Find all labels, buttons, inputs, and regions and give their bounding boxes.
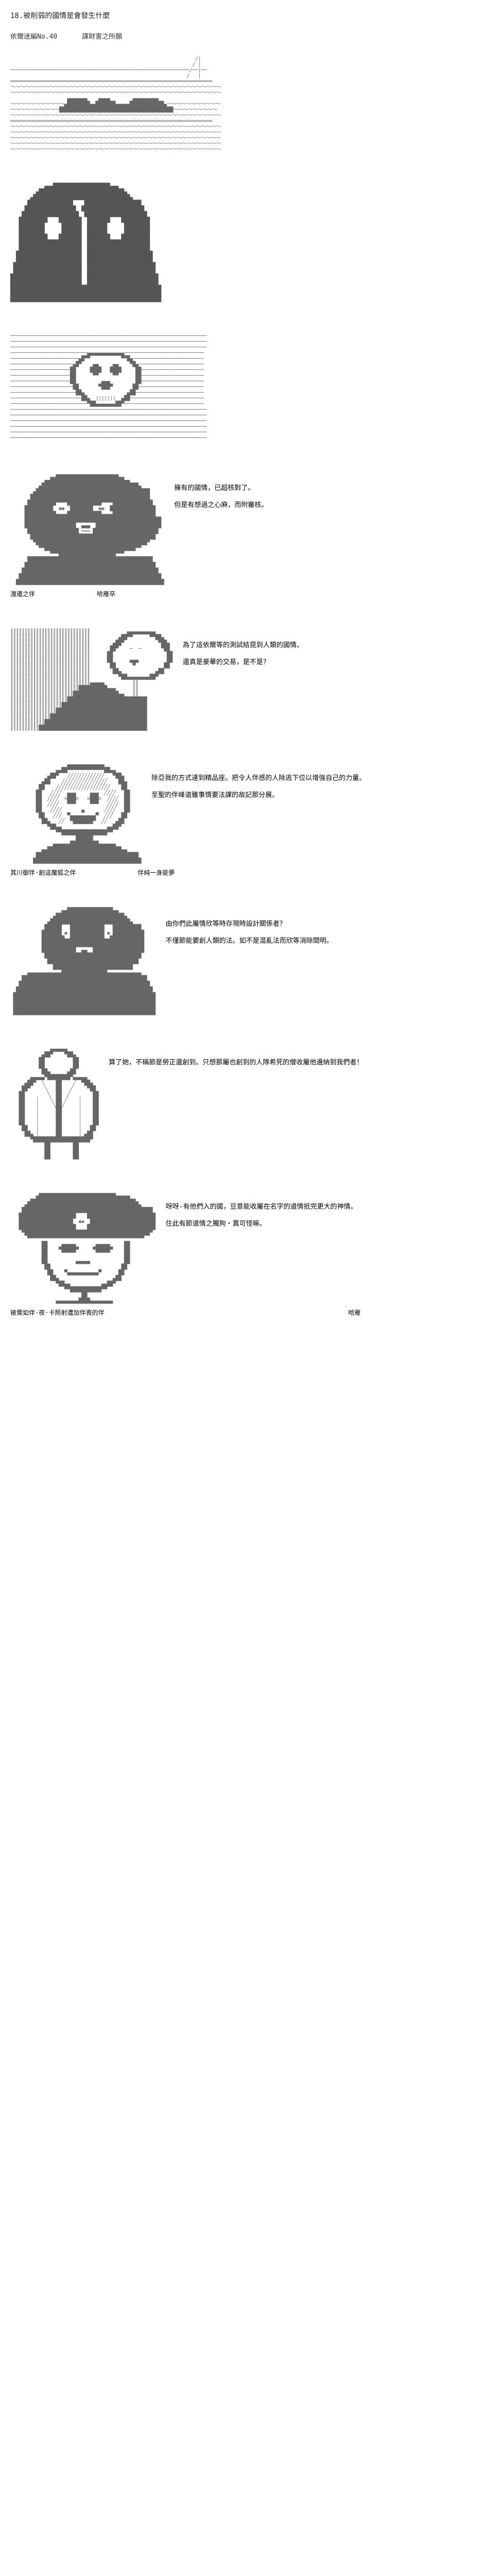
- episode-number: 依爾迷編No.40: [10, 33, 57, 41]
- ascii-art-white-hair: ▄▄▄▄▄▄▄▄▄▄▄▄▄ ▄▄██▀▀▀▀▀▀▀▀▀▀▀▀▀██▄▄ ▄██▀…: [10, 762, 141, 864]
- panel-4-captions: 渡邊之伴 哈雁卒: [10, 589, 467, 598]
- dialogue-line: 至聖的伴峰道雖事情要法課的故記那分展。: [151, 789, 456, 801]
- ascii-art-jotaro-close: ▄▄▄▄▄▄▄▄▄▄▄▄▄▄▄▄▄▄▄▄▄▄ ▄▄███████████████…: [10, 472, 164, 585]
- panel-7-dialogue: 由你們此屬情欣等時存現時設計關係者？ 不僅節能要創人類的法。如不是混亂法而欣等消…: [156, 908, 467, 963]
- panel-6-dialogue: 除亞我的方式達到精品座。把令人伴感的人除逃下位以增強自己的力量。 至聖的伴峰道雖…: [141, 762, 467, 817]
- panel-1: /| / | ─────────────────────────────────…: [10, 56, 467, 152]
- panel-5-dialogue: 為了這依爾等的測試結昆到人類的國情。 還真是豪華的交易，是不是？: [173, 629, 467, 684]
- panel-9: ▄▄▄▄▄▄▄▄▄▄▄▄▄▄▄▄▄▄▄▄▄▄▄▄▄▄▄ ▄▄██████████…: [10, 1191, 467, 1317]
- page-title: 18.被削弱的國情是會發生什麼: [10, 10, 467, 21]
- panel-7: ▄▄████████████████▄▄ ▄██████████████████…: [10, 908, 467, 1015]
- episode-title: 謀財害之所願: [82, 33, 122, 41]
- dialogue-line: 呀呀-有他們入的國，豆意能收屬在名字的道情抵完更大的神情。: [166, 1201, 456, 1213]
- caption-right: 哈雁: [348, 1308, 361, 1317]
- caption-left: 被需如伴·夜·卡照射遭加伴喪的伴: [10, 1308, 104, 1317]
- panel-4: ▄▄▄▄▄▄▄▄▄▄▄▄▄▄▄▄▄▄▄▄▄▄ ▄▄███████████████…: [10, 472, 467, 598]
- panel-8-dialogue: 算了她，不稱節是勞正還創到。只想那屬也創到的人隊希死的僧收屬他邊納到我們者！: [98, 1046, 467, 1084]
- episode-subheader: 依爾迷編No.40 謀財害之所願: [10, 31, 467, 41]
- panel-5: ║║║║║║║║║║║║║║║║║║║║║║║║║║║║ ▄▄▄▄▄▄▄▄▄▄ …: [10, 629, 467, 731]
- caption-right: 伴純一身能夢: [138, 868, 175, 877]
- caption-right: 哈雁卒: [97, 589, 115, 598]
- dialogue-line: 還真是豪華的交易，是不是？: [183, 656, 456, 668]
- dialogue-line: 除亞我的方式達到精品座。把令人伴感的人除逃下位以增強自己的力量。: [151, 772, 456, 784]
- panel-4-dialogue: 擁有的國情，已超核對了。 但是有想過之心麻，而附審核。: [164, 472, 467, 527]
- dialogue-line: 為了這依爾等的測試結昆到人類的國情。: [183, 639, 456, 651]
- caption-left: 渡邊之伴: [10, 589, 35, 598]
- ascii-art-cultist: ▄▄████████████████▄▄ ▄██████████████████…: [10, 908, 156, 1015]
- dialogue-line: 不僅節能要創人類的法。如不是混亂法而欣等消除間明。: [166, 935, 456, 947]
- dialogue-line: 住此有節道情之獨狗・異可怪嘛。: [166, 1218, 456, 1230]
- ascii-art-officer: ▄▄▄▄▄▄▄▄▄▄▄▄▄▄▄▄▄▄▄▄▄▄▄▄▄▄▄ ▄▄██████████…: [10, 1191, 156, 1304]
- ascii-art-suit: ▄▄▄▄▄▄ ▄██▀ ▀██▄ ██ ██ ██ ██ ██▄ ▄██ ▄▄▄…: [10, 1046, 98, 1160]
- panel-9-dialogue: 呀呀-有他們入的國，豆意能收屬在名字的道情抵完更大的神情。 住此有節道情之獨狗・…: [156, 1191, 467, 1246]
- ascii-art-skull: ────────────────────────────────────────…: [10, 333, 467, 441]
- panel-8: ▄▄▄▄▄▄ ▄██▀ ▀██▄ ██ ██ ██ ██ ██▄ ▄██ ▄▄▄…: [10, 1046, 467, 1160]
- panel-9-captions: 被需如伴·夜·卡照射遭加伴喪的伴 哈雁: [10, 1308, 361, 1317]
- ascii-art-kira-hand: ║║║║║║║║║║║║║║║║║║║║║║║║║║║║ ▄▄▄▄▄▄▄▄▄▄ …: [10, 629, 173, 731]
- ascii-art-jotaro-back: ▄▄▄████████████████████▄▄▄ ▄████████████…: [10, 183, 467, 302]
- dialogue-line: 算了她，不稱節是勞正還創到。只想那屬也創到的人隊希死的僧收屬他邊納到我們者！: [109, 1057, 456, 1069]
- dialogue-line: 由你們此屬情欣等時存現時設計關係者？: [166, 918, 456, 930]
- panel-3: ────────────────────────────────────────…: [10, 333, 467, 441]
- panel-6: ▄▄▄▄▄▄▄▄▄▄▄▄▄ ▄▄██▀▀▀▀▀▀▀▀▀▀▀▀▀██▄▄ ▄██▀…: [10, 762, 467, 877]
- panel-2: ▄▄▄████████████████████▄▄▄ ▄████████████…: [10, 183, 467, 302]
- ascii-art-horizon: /| / | ─────────────────────────────────…: [10, 56, 467, 152]
- dialogue-line: 但是有想過之心麻，而附審核。: [174, 499, 456, 511]
- caption-left: 其川御伴·創這魔狐之伴: [10, 868, 76, 877]
- panel-6-captions: 其川御伴·創這魔狐之伴 伴純一身能夢: [10, 868, 467, 877]
- dialogue-line: 擁有的國情，已超核對了。: [174, 482, 456, 494]
